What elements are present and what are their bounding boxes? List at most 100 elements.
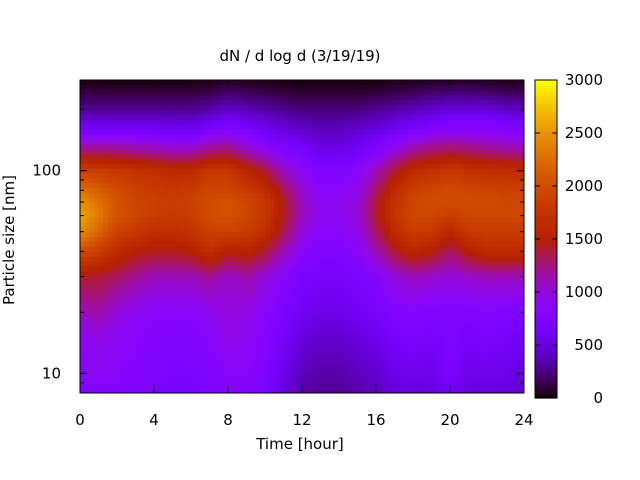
heatmap-cell [195, 290, 201, 296]
heatmap-cell [459, 309, 465, 316]
heatmap-cell [389, 324, 396, 331]
heatmap-cell [98, 153, 104, 159]
heatmap-cell [163, 388, 169, 393]
heatmap-cell [408, 339, 414, 345]
heatmap-cell [135, 241, 141, 247]
heatmap-cell [380, 212, 386, 218]
heatmap-cell [80, 260, 86, 267]
heatmap-cell [228, 251, 234, 257]
heatmap-cell [255, 158, 261, 164]
heatmap-cell [121, 363, 127, 370]
heatmap-cell [477, 353, 483, 360]
heatmap-cell [385, 182, 391, 189]
heatmap-cell [283, 236, 289, 242]
heatmap-cell [251, 309, 257, 316]
heatmap-cell [228, 153, 234, 159]
heatmap-cell [385, 363, 391, 370]
heatmap-cell [417, 295, 423, 301]
heatmap-cell [260, 295, 266, 301]
heatmap-cell [126, 373, 132, 379]
heatmap-cell [487, 314, 493, 321]
heatmap-cell [135, 172, 141, 179]
heatmap-cell [93, 329, 100, 335]
heatmap-cell [241, 314, 248, 321]
heatmap-cell [246, 383, 252, 389]
heatmap-cell [352, 368, 359, 375]
heatmap-cell [121, 207, 127, 213]
heatmap-cell [204, 246, 211, 252]
heatmap-cell [325, 348, 331, 355]
heatmap-cell [413, 344, 419, 350]
heatmap-cell [241, 231, 248, 238]
heatmap-cell [265, 373, 271, 379]
heatmap-cell [454, 163, 460, 169]
heatmap-cell [413, 265, 419, 272]
heatmap-cell [265, 383, 271, 389]
heatmap-cell [269, 363, 275, 370]
heatmap-cell [399, 187, 405, 194]
heatmap-cell [320, 202, 326, 208]
heatmap-cell [204, 221, 211, 228]
heatmap-cell [399, 212, 405, 218]
heatmap-cell [297, 339, 303, 345]
heatmap-cell [232, 324, 238, 331]
heatmap-cell [399, 295, 405, 301]
heatmap-cell [500, 300, 507, 306]
heatmap-cell [445, 153, 451, 159]
heatmap-cell [246, 280, 252, 287]
heatmap-cell [315, 148, 322, 154]
heatmap-cell [292, 197, 298, 203]
heatmap-cell [500, 260, 507, 267]
heatmap-cell [195, 172, 201, 179]
heatmap-cell [482, 373, 488, 379]
heatmap-cell [232, 168, 238, 174]
heatmap-cell [440, 192, 446, 198]
heatmap-cell [436, 290, 442, 296]
heatmap-cell [288, 275, 294, 282]
heatmap-cell [426, 368, 433, 375]
heatmap-cell [514, 383, 520, 389]
heatmap-cell [500, 373, 507, 379]
heatmap-cell [482, 290, 488, 296]
heatmap-cell [200, 246, 206, 252]
heatmap-cell [130, 363, 137, 370]
heatmap-cell [140, 285, 146, 291]
heatmap-cell [403, 304, 409, 311]
heatmap-cell [413, 148, 419, 154]
heatmap-cell [329, 383, 335, 389]
heatmap-cell [343, 373, 349, 379]
heatmap-cell [445, 270, 451, 277]
heatmap-cell [265, 295, 271, 301]
heatmap-cell [491, 168, 497, 174]
heatmap-cell [477, 172, 483, 179]
heatmap-cell [89, 353, 95, 360]
heatmap-cell [348, 246, 354, 252]
heatmap-cell [167, 363, 174, 370]
heatmap-cell [514, 148, 520, 154]
heatmap-cell [348, 256, 354, 262]
heatmap-cell [89, 143, 95, 150]
heatmap-cell [320, 163, 326, 169]
heatmap-cell [232, 246, 238, 252]
heatmap-cell [440, 212, 446, 218]
heatmap-cell [339, 353, 345, 360]
heatmap-cell [186, 334, 192, 340]
heatmap-cell [191, 334, 197, 340]
heatmap-cell [339, 231, 345, 238]
heatmap-cell [445, 177, 451, 184]
heatmap-cell [440, 378, 446, 384]
heatmap-cell [163, 368, 169, 375]
heatmap-cell [519, 319, 524, 326]
heatmap-cell [167, 383, 174, 389]
heatmap-cell [487, 300, 493, 306]
heatmap-cell [343, 216, 349, 223]
heatmap-cell [144, 304, 150, 311]
heatmap-cell [117, 304, 123, 311]
heatmap-cell [431, 221, 437, 228]
heatmap-cell [278, 275, 285, 282]
heatmap-cell [154, 158, 160, 164]
heatmap-cell [357, 251, 363, 257]
heatmap-cell [260, 168, 266, 174]
heatmap-cell [380, 295, 386, 301]
heatmap-cell [399, 231, 405, 238]
